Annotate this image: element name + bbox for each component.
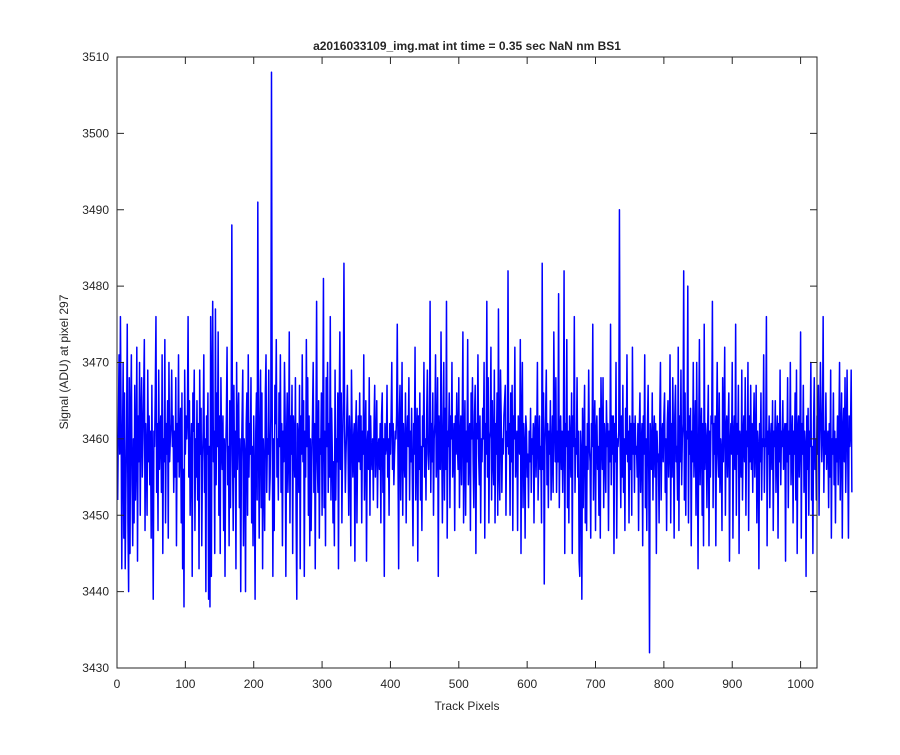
y-tick-label: 3470 [82,356,109,370]
series-layer [116,71,853,654]
x-axis-label: Track Pixels [435,699,500,713]
y-tick-label: 3480 [82,279,109,293]
x-tick-label: 100 [175,677,195,691]
x-tick-label: 0 [114,677,121,691]
x-tick-label: 800 [654,677,674,691]
x-tick-label: 400 [380,677,400,691]
y-tick-label: 3460 [82,432,109,446]
x-tick-label: 300 [312,677,332,691]
y-tick-label: 3430 [82,661,109,675]
y-tick-label: 3500 [82,126,109,140]
y-tick-label: 3490 [82,203,109,217]
y-tick-label: 3510 [82,50,109,64]
x-axis: 0 100 200 300 400 500 600 700 800 900 1000 [114,57,814,691]
x-tick-label: 600 [517,677,537,691]
x-tick-label: 1000 [787,677,814,691]
axes-box [116,56,818,669]
x-tick-label: 900 [722,677,742,691]
y-axis: 3430 3440 3450 3460 3470 3480 3490 3500 3510 [82,50,817,675]
series-line-0 [116,71,853,654]
y-tick-label: 3450 [82,508,109,522]
y-axis-label: Signal (ADU) at pixel 297 [57,294,71,429]
x-tick-label: 200 [244,677,264,691]
chart-title: a2016033109_img.mat int time = 0.35 sec … [313,39,621,53]
x-tick-label: 700 [586,677,606,691]
x-tick-label: 500 [449,677,469,691]
y-tick-label: 3440 [82,585,109,599]
